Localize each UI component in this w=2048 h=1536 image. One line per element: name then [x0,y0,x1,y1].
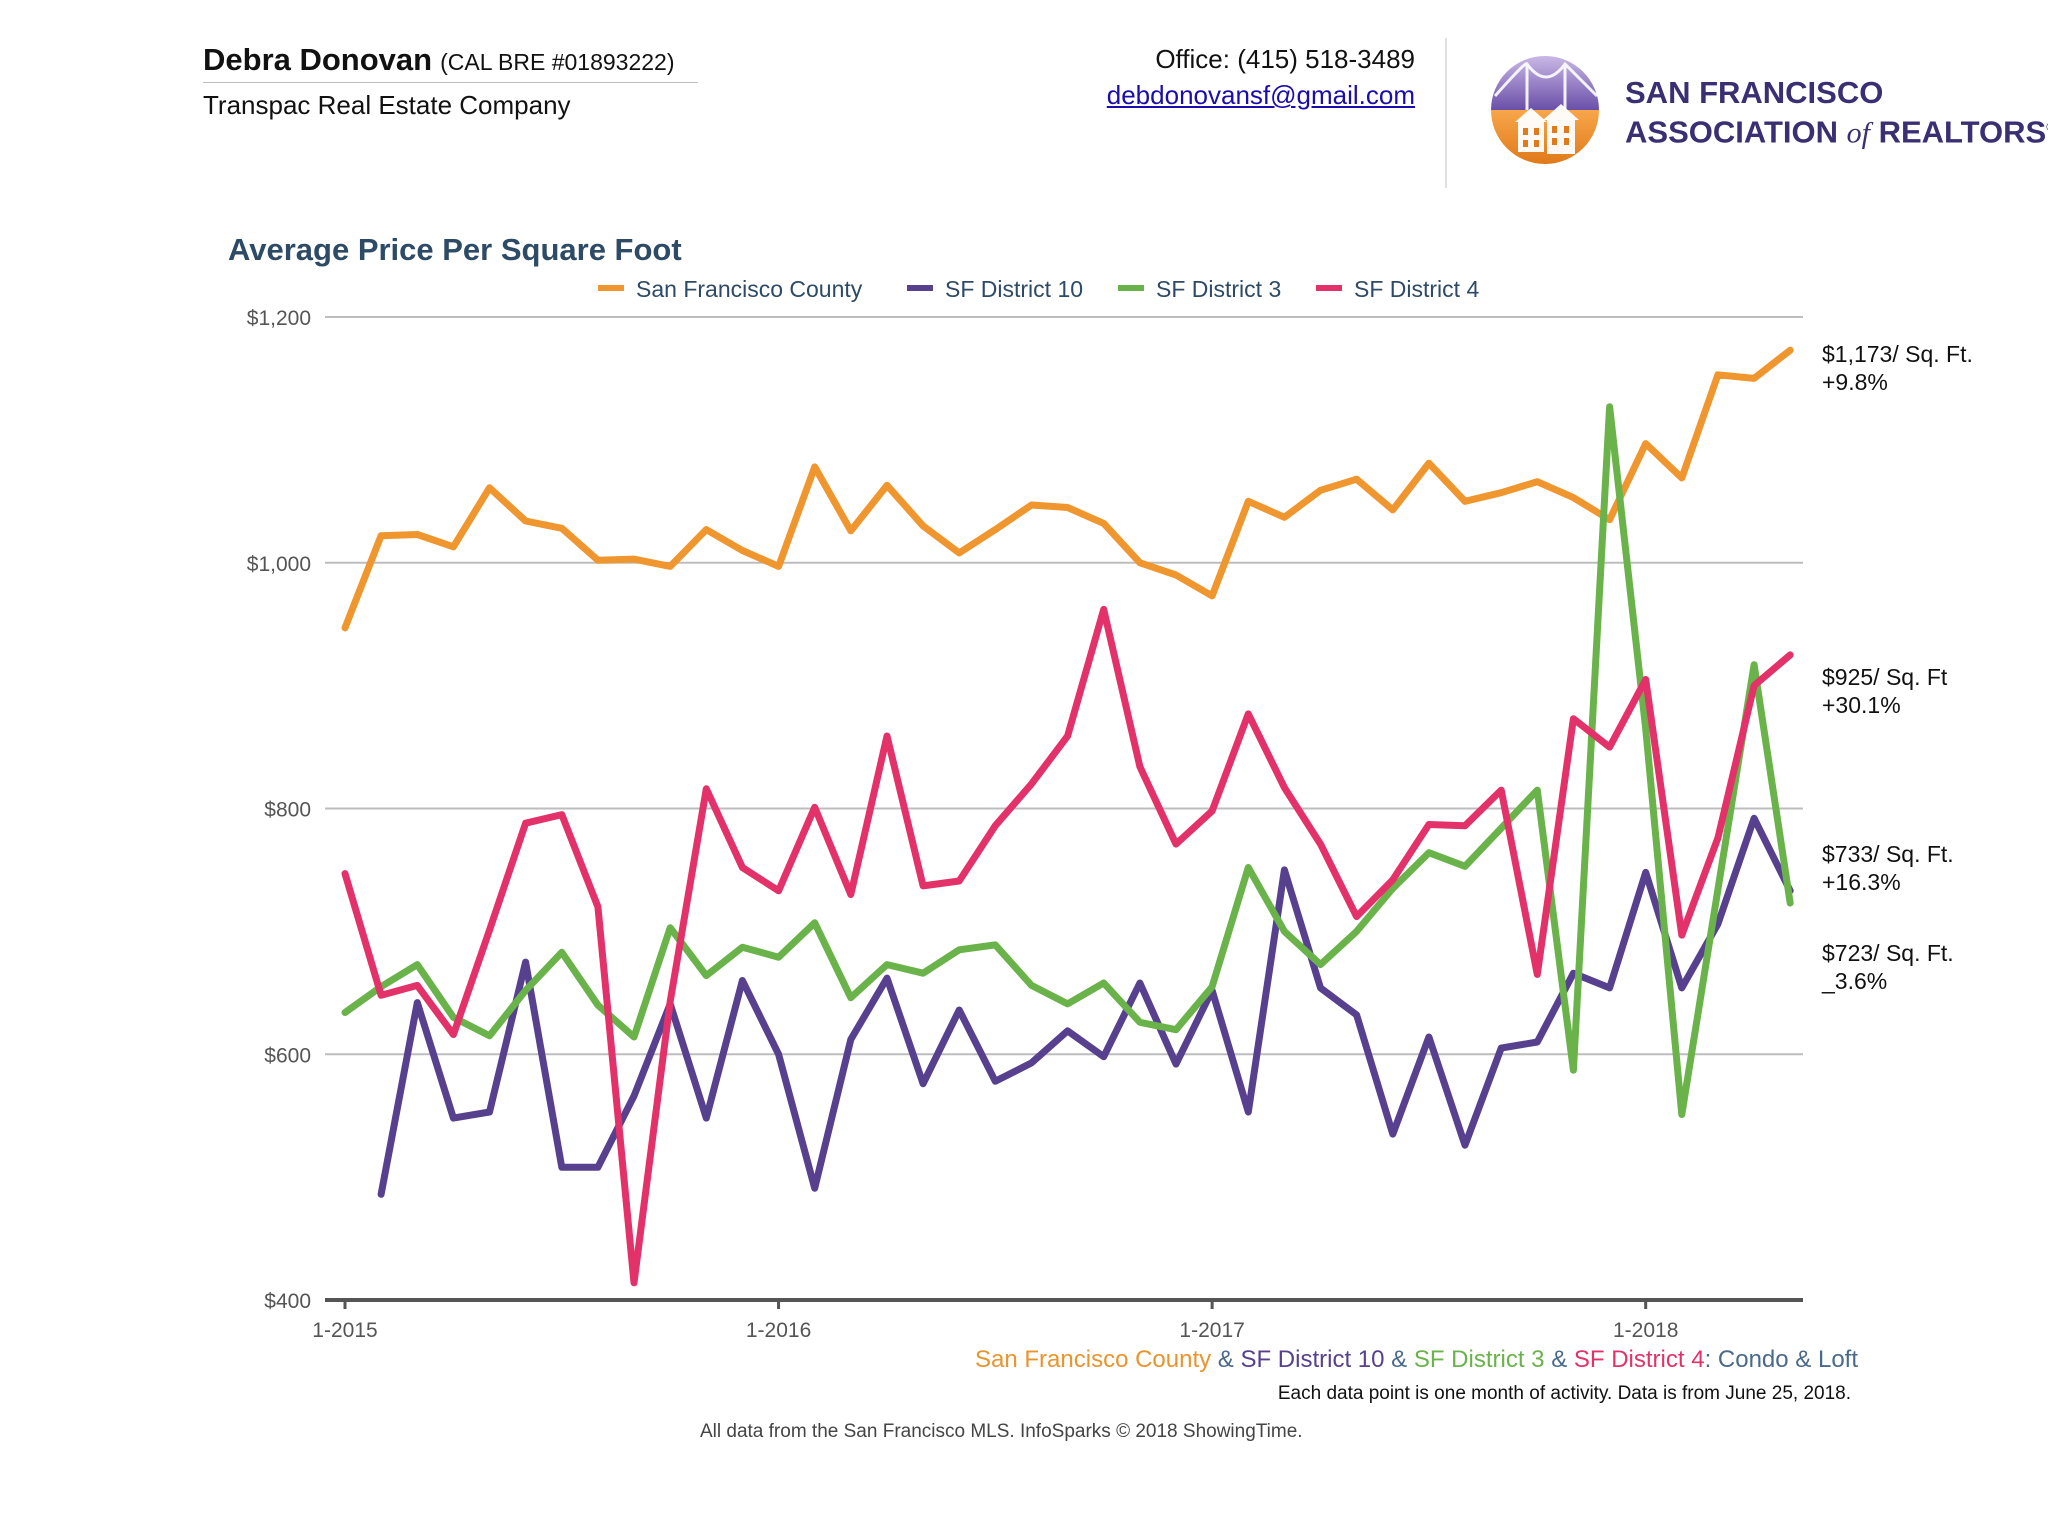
agent-name: Debra Donovan (CAL BRE #01893222) [203,42,675,78]
chart-annotations: $1,173/ Sq. Ft.+9.8% $925/ Sq. Ft+30.1% $7… [1821,341,1973,994]
chart-series [341,346,1794,1287]
x-tick-label: 1-2017 [1179,1319,1244,1342]
y-tick-label: $1,200 [247,307,311,330]
header-divider [1445,38,1447,188]
annotation-value: $1,173/ Sq. Ft. [1822,341,1973,367]
data-note: Each data point is one month of activity… [1277,1383,1851,1404]
chart-title: Average Price Per Square Foot [228,232,682,267]
agent-name-text: Debra Donovan [203,42,433,77]
caption-part: & [1384,1346,1414,1373]
x-tick-label: 1-2015 [312,1319,377,1342]
y-tick-label: $600 [264,1044,311,1067]
caption-part: : Condo & Loft [1704,1346,1858,1373]
agent-underline [203,82,698,83]
caption-part: SF District 10 [1240,1346,1385,1373]
chart-axes: $400 $600 $800 $1,000 $1,200 1-2015 1-2016 1-20… [247,307,1803,1342]
logo-line-2-a: ASSOCIATION [1625,114,1847,150]
legend-label: SF District 3 [1156,276,1281,302]
chart-legend: San Francisco County SF District 10 SF Dis… [598,276,1479,302]
caption-part: San Francisco County [975,1346,1212,1373]
logo-line-2-b: REALTORS [1869,114,2047,150]
sfar-logo-icon [1491,56,1599,164]
agent-company: Transpac Real Estate Company [203,90,571,120]
sfar-logo-text: SAN FRANCISCO ASSOCIATION of REALTORS® [1625,76,2048,150]
caption-part: & [1211,1346,1241,1373]
logo-line-2-of: of [1846,116,1870,150]
y-tick-label: $1,000 [247,553,311,576]
email-link[interactable]: debdonovansf@gmail.com [1106,80,1415,110]
series-line-sf-district-4 [341,605,1794,1287]
chart-caption: San Francisco County & SF District 10 & … [975,1346,1858,1374]
office-phone: Office: (415) 518-3489 [1155,44,1415,74]
annotation-change: _3.6% [1821,968,1887,994]
annotation-change: +16.3% [1822,869,1901,895]
annotation-change: +30.1% [1822,692,1901,718]
series-line-sf-district-10 [377,814,1794,1198]
caption-part: SF District 3 [1413,1346,1545,1373]
y-tick-label: $800 [264,799,311,822]
annotation-value: $925/ Sq. Ft [1822,664,1948,690]
legend-label: SF District 10 [945,276,1083,302]
series-line-sf-district-3 [341,403,1794,1118]
logo-line-2: ASSOCIATION of REALTORS® [1625,110,2048,150]
caption-part: SF District 4 [1573,1346,1705,1373]
annotation-value: $733/ Sq. Ft. [1822,841,1954,867]
logo-line-1: SAN FRANCISCO [1625,75,1884,110]
caption-part: & [1544,1346,1574,1373]
x-tick-label: 1-2018 [1613,1319,1678,1342]
legend-label: SF District 4 [1354,276,1479,302]
y-tick-label: $400 [264,1290,311,1313]
series-line-san-francisco-county [341,346,1794,632]
source-note: All data from the San Francisco MLS. Inf… [700,1421,1303,1442]
annotation-change: +9.8% [1822,369,1888,395]
annotation-value: $723/ Sq. Ft. [1822,940,1954,966]
agent-license: (CAL BRE #01893222) [440,49,675,75]
x-tick-label: 1-2016 [746,1319,811,1342]
legend-label: San Francisco County [636,276,863,302]
logo-registered-mark: ® [2046,120,2048,134]
chart-gridlines [325,316,1803,1056]
